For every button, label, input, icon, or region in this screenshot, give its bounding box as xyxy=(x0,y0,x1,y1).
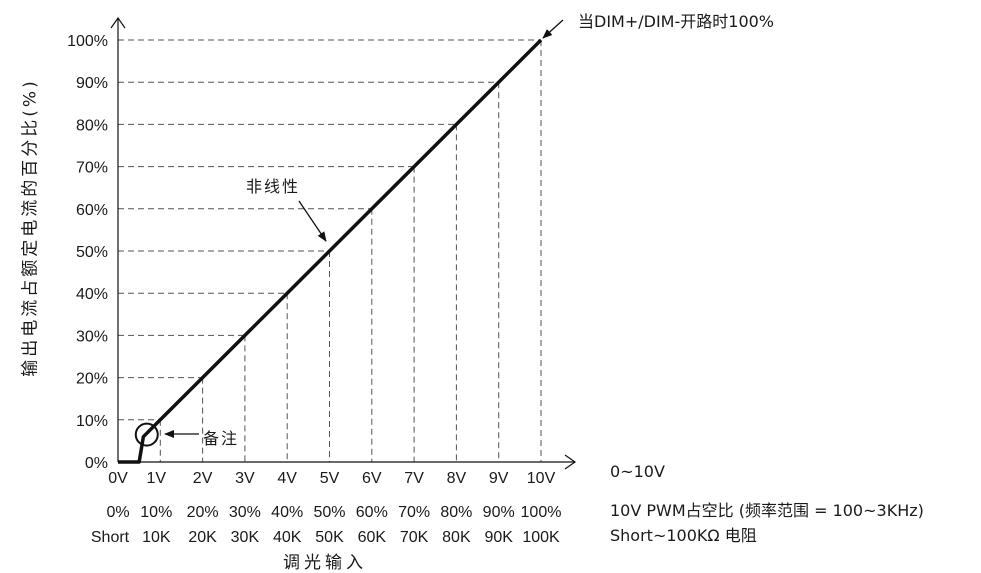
nonlinear-arrow xyxy=(298,200,327,242)
x-tick-label: 1V xyxy=(147,470,167,487)
y-tick-label: 70% xyxy=(76,160,108,177)
x-tick-label: 100K xyxy=(522,529,560,546)
y-tick-label: 80% xyxy=(76,117,108,134)
x-tick-label: 40K xyxy=(273,529,302,546)
x-tick-label: 40% xyxy=(271,504,303,521)
x-tick-label: 10K xyxy=(142,529,171,546)
x-tick-label: 30% xyxy=(229,504,261,521)
nonlinear-annotation: 非线性 xyxy=(246,177,301,196)
axes xyxy=(110,16,577,470)
series xyxy=(118,38,543,464)
y-tick-label: 20% xyxy=(76,371,108,388)
y-axis-label: 输出电流占额定电流的百分比(%) xyxy=(20,78,41,377)
x-tick-label: Short xyxy=(91,529,130,546)
y-tick-label: 10% xyxy=(76,413,108,430)
y-tick-label: 40% xyxy=(76,286,108,303)
x-tick-label: 60K xyxy=(358,529,387,546)
x-tick-label: 3V xyxy=(235,470,255,487)
y-tick-label: 100% xyxy=(67,33,108,50)
x-tick-label: 20% xyxy=(187,504,219,521)
note-annotation: 备注 xyxy=(203,429,240,448)
y-tick-label: 30% xyxy=(76,328,108,345)
x-tick-label: 50K xyxy=(315,529,344,546)
tick-labels: 0% 10% 20% 30% 40% 50% 60% 70% 80% 90% 100% 0V 1V 2V 3… xyxy=(67,33,561,546)
x-axis-label: 调光输入 xyxy=(283,553,367,573)
x-axis-arrow xyxy=(564,454,577,470)
y-tick-label: 90% xyxy=(76,75,108,92)
x-tick-label: 90% xyxy=(483,504,515,521)
x-tick-label: 70K xyxy=(400,529,429,546)
annotations xyxy=(134,19,564,447)
x-row-legend-resistance: Short~100KΩ 电阻 xyxy=(610,526,757,545)
x-tick-label: 30K xyxy=(231,529,260,546)
x-tick-label: 8V xyxy=(447,470,467,487)
x-tick-label: 0% xyxy=(106,504,129,521)
x-tick-label: 20K xyxy=(188,529,217,546)
x-tick-label: 80K xyxy=(442,529,471,546)
x-tick-label: 5V xyxy=(320,470,340,487)
series-line xyxy=(118,38,543,464)
x-tick-label: 10V xyxy=(527,470,556,487)
x-tick-label: 100% xyxy=(521,504,562,521)
open-circuit-note: 当DIM+/DIM-开路时100% xyxy=(578,12,775,31)
x-tick-label: 4V xyxy=(277,470,297,487)
x-tick-label: 0V xyxy=(108,470,128,487)
x-row-legend-pwm: 10V PWM占空比 (频率范围 = 100~3KHz) xyxy=(610,501,924,520)
x-tick-label: 10% xyxy=(140,504,172,521)
grid-lines xyxy=(118,39,542,462)
y-tick-label: 60% xyxy=(76,202,108,219)
x-row-legend-voltage: 0~10V xyxy=(610,462,665,481)
x-tick-label: 9V xyxy=(489,470,509,487)
x-tick-label: 60% xyxy=(356,504,388,521)
x-tick-label: 80% xyxy=(440,504,472,521)
x-tick-label: 7V xyxy=(404,470,424,487)
x-tick-label: 90K xyxy=(484,529,513,546)
x-tick-label: 50% xyxy=(313,504,345,521)
note-circle xyxy=(134,422,159,447)
y-tick-label: 50% xyxy=(76,244,108,261)
x-tick-label: 70% xyxy=(398,504,430,521)
open-circuit-arrow xyxy=(542,19,564,39)
y-tick-label: 0% xyxy=(85,455,108,472)
x-tick-label: 2V xyxy=(193,470,213,487)
x-tick-label: 6V xyxy=(362,470,382,487)
y-axis-arrow xyxy=(110,16,126,29)
